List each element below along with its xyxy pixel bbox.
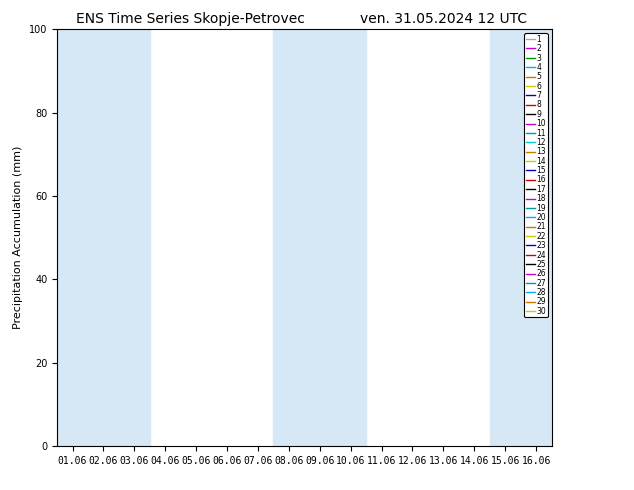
Bar — [57, 29, 150, 446]
Text: ENS Time Series Skopje-Petrovec: ENS Time Series Skopje-Petrovec — [75, 12, 305, 26]
Y-axis label: Precipitation Accumulation (mm): Precipitation Accumulation (mm) — [13, 146, 23, 329]
Legend: 1, 2, 3, 4, 5, 6, 7, 8, 9, 10, 11, 12, 13, 14, 15, 16, 17, 18, 19, 20, 21, 22, 2: 1, 2, 3, 4, 5, 6, 7, 8, 9, 10, 11, 12, 1… — [524, 33, 548, 318]
Bar — [490, 29, 552, 446]
Bar — [273, 29, 366, 446]
Text: ven. 31.05.2024 12 UTC: ven. 31.05.2024 12 UTC — [360, 12, 527, 26]
